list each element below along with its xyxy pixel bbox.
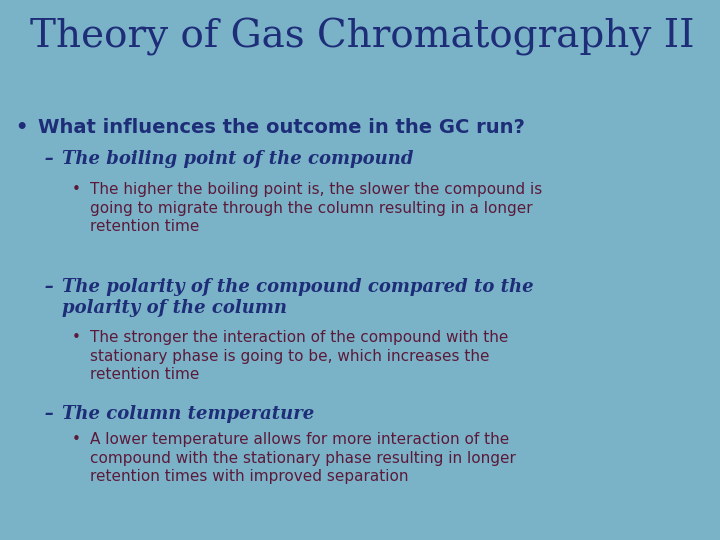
Text: A lower temperature allows for more interaction of the
compound with the station: A lower temperature allows for more inte…: [90, 432, 516, 484]
Text: –: –: [45, 278, 54, 296]
Text: The column temperature: The column temperature: [62, 405, 314, 423]
Text: –: –: [45, 405, 54, 423]
Text: •: •: [15, 118, 27, 137]
Text: •: •: [72, 432, 81, 447]
Text: •: •: [72, 182, 81, 197]
Text: The boiling point of the compound: The boiling point of the compound: [62, 150, 413, 168]
Text: The higher the boiling point is, the slower the compound is
going to migrate thr: The higher the boiling point is, the slo…: [90, 182, 542, 234]
Text: The stronger the interaction of the compound with the
stationary phase is going : The stronger the interaction of the comp…: [90, 330, 508, 382]
Text: –: –: [45, 150, 54, 168]
Text: The polarity of the compound compared to the
polarity of the column: The polarity of the compound compared to…: [62, 278, 534, 317]
Text: •: •: [72, 330, 81, 345]
Text: Theory of Gas Chromatography II: Theory of Gas Chromatography II: [30, 18, 695, 56]
Text: What influences the outcome in the GC run?: What influences the outcome in the GC ru…: [38, 118, 525, 137]
